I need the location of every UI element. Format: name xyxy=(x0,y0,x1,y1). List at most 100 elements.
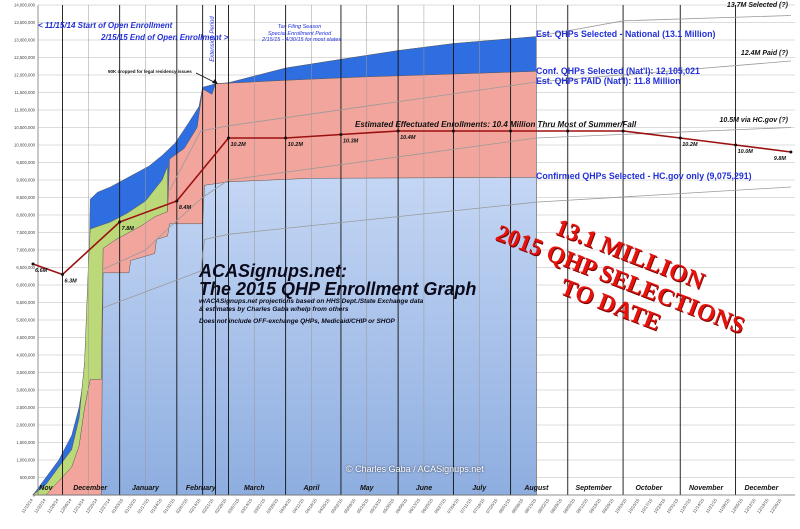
y-tick-label: 3,000,000 xyxy=(16,388,35,393)
effectuated-point xyxy=(339,133,343,136)
y-tick-label: 14,000,000 xyxy=(14,3,36,8)
y-tick-label: 12,000,000 xyxy=(14,73,36,78)
chart-title: ACASignups.net: xyxy=(199,261,347,281)
chart-note-2: & estimates by Charles Gaba w/help from … xyxy=(199,306,349,313)
effectuated-point xyxy=(789,150,793,154)
effectuated-point xyxy=(678,136,682,140)
month-label: August xyxy=(523,485,549,492)
y-tick-label: 3,500,000 xyxy=(16,370,35,375)
effectuated-point xyxy=(509,129,513,133)
chart-note-3: Does not include OFF-exchange QHPs, Medi… xyxy=(199,318,395,325)
month-label: February xyxy=(186,485,217,492)
tax-season-line1: Tax Filing Season xyxy=(277,24,322,30)
effectuated-data-label: 8.4M xyxy=(179,205,192,211)
projection-line xyxy=(102,127,791,270)
tax-season-line2: Special Enrollment Period xyxy=(267,30,332,37)
y-tick-label: 8,000,000 xyxy=(16,213,35,218)
effectuated-point xyxy=(175,199,179,203)
y-tick-label: 8,500,000 xyxy=(16,195,35,200)
arrow-head-icon xyxy=(212,79,218,84)
x-tick-label: 07/04/15 xyxy=(446,497,460,514)
effectuated-data-label: 6.6M xyxy=(35,268,48,274)
y-tick-label: 2,500,000 xyxy=(16,405,35,410)
month-label: October xyxy=(635,485,663,492)
y-tick-label: 6,500,000 xyxy=(16,265,35,270)
annotation-extension-period: Extension Period xyxy=(210,16,216,62)
effectuated-data-label: 10.0M xyxy=(738,149,754,155)
y-tick-label: 13,500,000 xyxy=(14,20,36,25)
month-label: June xyxy=(416,485,432,492)
chart-title-block: ACASignups.net: The 2015 QHP Enrollment … xyxy=(199,262,476,326)
month-label: December xyxy=(73,485,108,492)
effectuated-data-label: 10.4M xyxy=(400,135,416,141)
y-tick-label: 7,000,000 xyxy=(16,248,35,253)
y-tick-label: 5,500,000 xyxy=(16,300,35,305)
y-tick-label: 500,000 xyxy=(20,475,36,480)
effectuated-point xyxy=(621,129,625,133)
copyright-credit: © Charles Gaba / ACASignups.net xyxy=(346,464,484,474)
label-est-paid-national: Est. QHPs PAID (Nat'l): 11.8 Million xyxy=(536,76,681,86)
y-tick-label: 1,000,000 xyxy=(16,458,35,463)
y-tick-label: 10,500,000 xyxy=(14,125,36,130)
y-tick-label: 10,000,000 xyxy=(14,143,36,148)
month-label: September xyxy=(575,485,612,492)
effectuated-point xyxy=(566,129,570,133)
y-tick-label: 11,500,000 xyxy=(14,90,35,95)
effectuated-data-label: 10.2M xyxy=(288,142,304,148)
y-tick-label: 9,500,000 xyxy=(16,160,35,165)
y-tick-label: 5,000,000 xyxy=(16,318,35,323)
effectuated-data-label: 10.2M xyxy=(682,142,698,148)
x-tick-label: 12/26/15 xyxy=(769,497,783,514)
label-effectuated: Estimated Effectuated Enrollments: 10.4 … xyxy=(355,120,637,129)
y-tick-label: 7,500,000 xyxy=(16,230,35,235)
x-tick-label: 10/31/15 xyxy=(666,497,680,514)
annotation-tax-season: Tax Filing Season Special Enrollment Per… xyxy=(262,24,342,44)
label-13-7m-selected: 13.7M Selected (?) xyxy=(726,2,788,9)
month-label: November xyxy=(689,485,725,492)
effectuated-point xyxy=(61,273,65,276)
effectuated-point xyxy=(451,129,455,133)
y-tick-label: 9,000,000 xyxy=(16,178,35,183)
y-tick-label: 2,000,000 xyxy=(16,423,35,428)
effectuated-point xyxy=(396,129,400,133)
y-tick-label: 6,000,000 xyxy=(16,283,35,288)
month-label: March xyxy=(244,485,265,492)
month-label: July xyxy=(472,485,487,492)
y-tick-label: 13,000,000 xyxy=(14,38,36,43)
effectuated-point xyxy=(284,136,288,140)
month-label: Nov xyxy=(39,485,53,492)
label-confirmed-hcgov: Confirmed QHPs Selected - HC.gov only (9… xyxy=(536,171,752,181)
label-10-5m-hcgov: 10.5M via HC.gov (?) xyxy=(719,117,788,124)
effectuated-data-label: 7.8M xyxy=(122,226,135,232)
month-label: January xyxy=(132,485,160,492)
y-tick-label: 4,000,000 xyxy=(16,353,35,358)
effectuated-point xyxy=(734,143,738,147)
effectuated-data-label: 10.2M xyxy=(230,142,246,148)
y-tick-label: 12,500,000 xyxy=(14,55,36,60)
projection-line xyxy=(169,60,791,191)
label-est-selected-national: Est. QHPs Selected - National (13.1 Mill… xyxy=(536,29,716,39)
label-12-4m-paid: 12.4M Paid (?) xyxy=(740,50,788,57)
month-label: April xyxy=(302,485,320,492)
month-label: May xyxy=(360,485,375,492)
effectuated-point xyxy=(31,262,35,266)
y-tick-label: 1,500,000 xyxy=(16,440,35,445)
chart-subtitle: The 2015 QHP Enrollment Graph xyxy=(199,279,477,299)
y-tick-label: 4,500,000 xyxy=(16,335,35,340)
projection-line xyxy=(102,186,791,309)
effectuated-point xyxy=(118,220,122,224)
annotation-end-open-enrollment: 2/15/15 End of Open Enrollment > xyxy=(101,33,229,42)
projection-line xyxy=(536,15,791,37)
x-tick-label: 04/04/15 xyxy=(278,497,292,514)
annotation-start-open-enrollment: < 11/15/14 Start of Open Enrollment xyxy=(38,21,173,30)
annotation-90k-dropped: 90K dropped for legal residency issues xyxy=(108,69,192,74)
tax-season-line3: 2/15/15 - 4/30/15 for most states xyxy=(262,37,342,43)
effectuated-data-label: 10.3M xyxy=(343,139,359,145)
arrow-90k xyxy=(195,72,217,84)
effectuated-data-label: 9.8M xyxy=(774,156,787,162)
effectuated-data-label: 6.3M xyxy=(65,279,78,285)
month-label: December xyxy=(744,485,779,492)
y-tick-label: 11,000,000 xyxy=(14,108,35,113)
effectuated-point xyxy=(226,136,230,140)
